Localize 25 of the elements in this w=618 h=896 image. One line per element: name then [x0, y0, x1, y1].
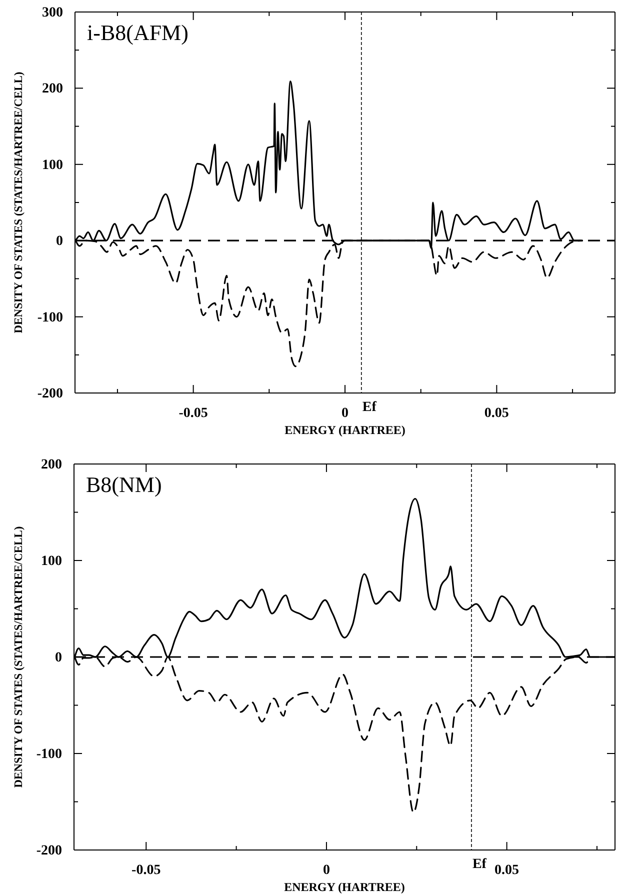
x-axis-title: ENERGY (HARTREE) [284, 880, 405, 894]
y-tick-label: 300 [42, 5, 63, 20]
x-tick-label: -0.05 [132, 862, 161, 878]
ref-line-label: Ef [472, 857, 487, 872]
y-tick-label: 100 [41, 554, 62, 569]
x-tick-label: -0.05 [178, 406, 208, 421]
x-axis-title: ENERGY (HARTREE) [284, 423, 406, 437]
y-tick-label: 0 [55, 650, 62, 666]
y-tick-label: 200 [42, 82, 63, 97]
y-tick-label: 200 [41, 457, 62, 472]
y-tick-label: -200 [36, 843, 62, 858]
y-axis-title: DENSITY OF STATES (STATES/HARTREE/CELL) [13, 72, 25, 334]
ref-line-label: Ef [362, 400, 377, 415]
x-tick-label: 0 [342, 406, 348, 421]
chart-title: i-B8(AFM) [87, 20, 188, 45]
x-tick-label: 0.05 [484, 406, 509, 421]
y-tick-label: 0 [56, 234, 63, 250]
x-tick-label: 0 [322, 862, 330, 878]
y-tick-label: 100 [42, 158, 63, 173]
y-tick-label: -200 [37, 386, 63, 402]
chart-title: B8(NM) [86, 472, 162, 497]
y-tick-label: -100 [37, 310, 63, 326]
y-tick-label: -100 [36, 746, 62, 762]
x-tick-label: 0.05 [494, 862, 520, 878]
y-axis-title: DENSITY OF STATES (STATES/HARTREE/CELL) [13, 526, 25, 788]
